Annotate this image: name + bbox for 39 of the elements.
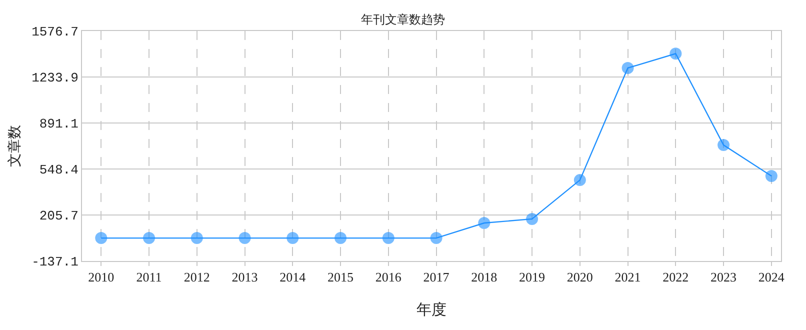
point (238, 232, 251, 244)
x-tick-label: 2024 (758, 270, 785, 285)
y-tick-label: 1576.7 (32, 24, 78, 40)
point (143, 232, 156, 244)
x-axis-title: 年度 (416, 300, 446, 319)
y-tick-label: 205.7 (39, 208, 78, 224)
y-tick-label: 1233.9 (32, 70, 78, 86)
x-tick-label: 2018 (471, 270, 498, 285)
x-tick-label: 2011 (136, 270, 162, 285)
point (622, 62, 634, 74)
point (765, 170, 778, 182)
point (95, 232, 108, 244)
x-tick-label: 2012 (184, 270, 210, 285)
x-tick-label: 2014 (280, 270, 306, 285)
point (478, 217, 490, 230)
x-tick-label: 2016 (375, 270, 402, 285)
x-tick-label: 2020 (566, 270, 593, 285)
x-tick-label: 2022 (662, 270, 689, 285)
y-axis-title: 文章数 (7, 125, 24, 167)
point (286, 232, 299, 244)
y-tick-label: -137.1 (32, 254, 79, 270)
point (670, 48, 682, 60)
point (526, 212, 538, 225)
point (190, 232, 203, 244)
x-tick-label: 2017 (423, 270, 450, 285)
x-tick-label: 2015 (328, 270, 354, 285)
y-tick-label: 548.4 (39, 162, 79, 178)
point (430, 232, 442, 244)
x-tick-label: 2021 (614, 270, 641, 285)
y-tick-label: 891.1 (39, 116, 79, 132)
x-tick-label: 2019 (519, 270, 546, 285)
point (382, 232, 394, 244)
chart-title: 年刊文章数趋势 (361, 12, 445, 26)
point (718, 139, 730, 152)
x-tick-label: 2023 (710, 270, 737, 285)
point (334, 232, 347, 244)
x-tick-label: 2010 (88, 270, 114, 285)
point (574, 174, 586, 186)
x-tick-label: 2013 (232, 270, 258, 285)
